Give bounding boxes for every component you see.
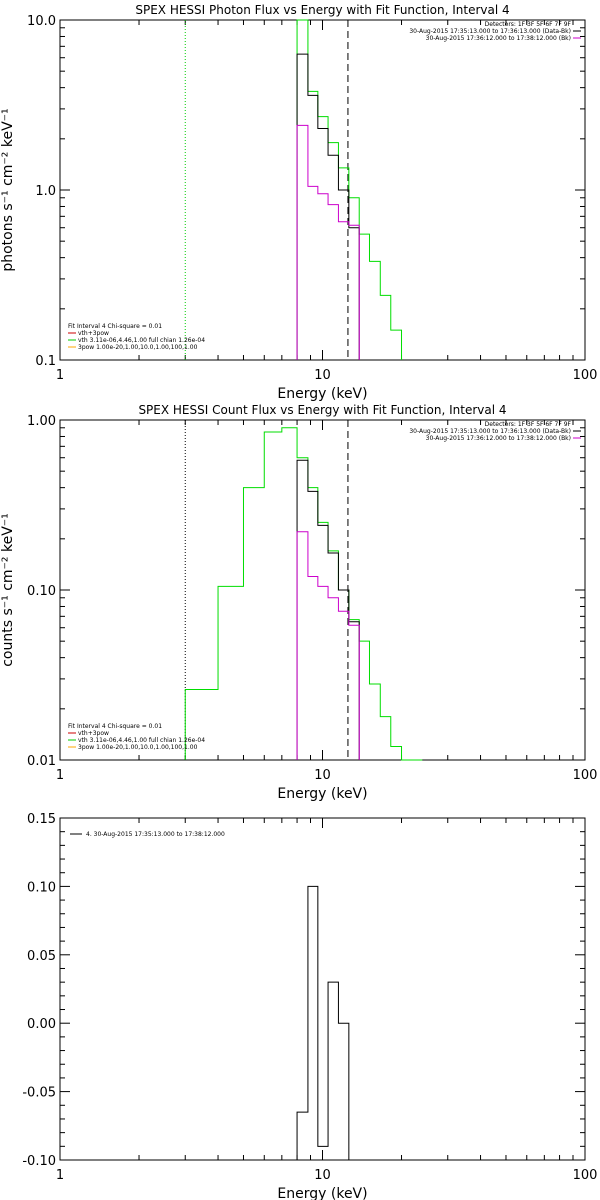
x-tick-label: 10 [314, 1168, 331, 1183]
y-axis: 0.01 0.10 1.00 counts s⁻¹ cm⁻² keV⁻¹ [0, 414, 585, 769]
x-tick-label: 1 [56, 1168, 64, 1183]
series-line [296, 19, 403, 360]
legend-text: Detectors: 1F 3F 5F 6F 7F 9F [485, 421, 572, 428]
legend-text: 30-Aug-2015 17:35:13.000 to 17:36:13.000… [409, 28, 571, 35]
y-tick-label: 0.01 [27, 754, 56, 769]
x-axis-label: Energy (keV) [277, 786, 367, 802]
legend-text: 3pow 1.00e-20,1.00,10.0,1.00,100,1.00 [78, 344, 198, 351]
legend-text: Fit Interval 4 Chi-square = 0.01 [68, 723, 162, 730]
y-tick-label: -0.05 [22, 1086, 56, 1101]
series-line [296, 531, 360, 760]
y-tick-label: 0.00 [27, 1017, 56, 1032]
x-tick-label: 100 [573, 368, 598, 383]
series-line [184, 427, 423, 761]
legend-text: 4. 30-Aug-2015 17:35:13.000 to 17:38:12.… [86, 831, 225, 838]
y-tick-label: 0.10 [27, 584, 56, 599]
series-line [296, 124, 360, 360]
legend-text: vth 3.11e-06,4.46,1.00 full chian 1.26e-… [78, 337, 205, 344]
plot-frame [59, 419, 586, 761]
legend-text: 30-Aug-2015 17:36:12.000 to 17:38:12.000… [426, 35, 571, 42]
y-tick-label: 0.05 [27, 949, 56, 964]
legend-text: 30-Aug-2015 17:35:13.000 to 17:36:13.000… [409, 428, 571, 435]
x-axis: 1 10 100 Energy (keV) [56, 420, 598, 802]
x-tick-label: 1 [56, 368, 64, 383]
plot-frame [59, 817, 586, 1161]
y-tick-label: 0.15 [27, 812, 56, 827]
legend-text: Fit Interval 4 Chi-square = 0.01 [68, 323, 162, 330]
legend-text: 30-Aug-2015 17:36:12.000 to 17:38:12.000… [426, 435, 571, 442]
legend-text: vth+3pow [78, 330, 109, 337]
legend-text: vth+3pow [78, 730, 109, 737]
y-tick-label: 10.0 [27, 14, 56, 29]
x-tick-label: 10 [314, 368, 331, 383]
series-line [296, 885, 360, 1161]
x-axis-label: Energy (keV) [277, 386, 367, 402]
x-axis-label: Energy (keV) [277, 1186, 367, 1200]
chart-2: SPEX HESSI Count Flux vs Energy with Fit… [0, 403, 597, 802]
y-tick-label: 0.10 [27, 880, 56, 895]
y-axis: 0.1 1.0 10.0 photons s⁻¹ cm⁻² keV⁻¹ [0, 14, 585, 369]
x-tick-label: 1 [56, 768, 64, 783]
x-axis: 1 10 100 Energy (keV) [56, 818, 598, 1200]
plot-frame [59, 19, 586, 361]
legend-text: vth 3.11e-06,4.46,1.00 full chian 1.26e-… [78, 737, 205, 744]
chart-title: SPEX HESSI Count Flux vs Energy with Fit… [138, 403, 506, 417]
x-tick-label: 10 [314, 768, 331, 783]
x-axis: 1 10 100 Energy (keV) [56, 20, 598, 402]
chart-3: 1 10 100 Energy (keV) -0.10 -0.05 0.00 0.05 0.10… [22, 812, 597, 1200]
y-tick-label: 1.00 [27, 414, 56, 429]
y-tick-label: 1.0 [35, 184, 56, 199]
x-tick-label: 100 [573, 768, 598, 783]
chart-title: SPEX HESSI Photon Flux vs Energy with Fi… [135, 3, 509, 17]
y-axis: -0.10 -0.05 0.00 0.05 0.10 0.15 [22, 812, 585, 1169]
y-tick-label: 0.1 [35, 354, 56, 369]
series-line [296, 53, 360, 360]
y-tick-label: -0.10 [22, 1154, 56, 1169]
x-tick-label: 100 [573, 1168, 598, 1183]
chart-1: SPEX HESSI Photon Flux vs Energy with Fi… [0, 3, 597, 402]
y-axis-label: photons s⁻¹ cm⁻² keV⁻¹ [0, 108, 16, 271]
legend-text: Detectors: 1F 3F 5F 6F 7F 9F [485, 21, 572, 28]
legend-text: 3pow 1.00e-20,1.00,10.0,1.00,100,1.00 [78, 744, 198, 751]
series-line [296, 459, 360, 760]
y-axis-label: counts s⁻¹ cm⁻² keV⁻¹ [0, 513, 16, 667]
